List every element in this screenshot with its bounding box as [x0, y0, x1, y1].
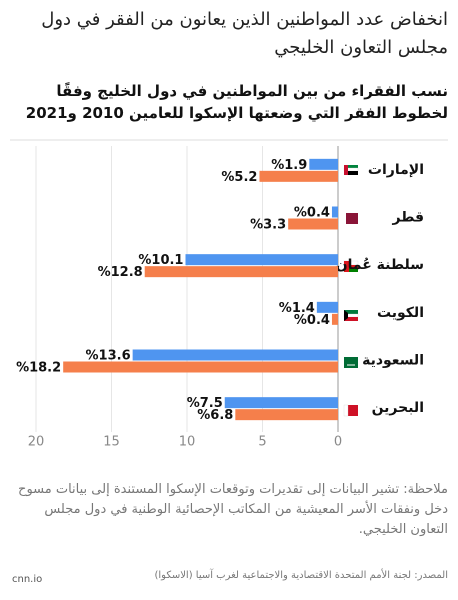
- bar: [63, 361, 339, 373]
- value-label: %10.1: [138, 253, 183, 268]
- bar: [224, 397, 338, 409]
- bar: [185, 254, 338, 266]
- bar: [132, 349, 338, 361]
- bar: [309, 158, 338, 170]
- flag-oman: [343, 260, 359, 272]
- value-label: %18.2: [16, 361, 61, 376]
- value-label: %13.6: [86, 349, 131, 364]
- category-label: السعودية: [362, 353, 424, 369]
- value-label: %6.8: [197, 408, 233, 423]
- bar: [144, 266, 338, 278]
- value-label: %5.2: [221, 170, 257, 185]
- x-tick-label: 15: [103, 435, 120, 450]
- flag-qatar: [346, 213, 358, 224]
- bar: [316, 301, 338, 313]
- category-label: الإمارات: [368, 162, 424, 178]
- value-label: %3.3: [250, 218, 286, 233]
- category-label: البحرين: [372, 400, 424, 416]
- flag-uae: [343, 165, 359, 175]
- bar: [288, 218, 338, 230]
- x-tick-label: 10: [179, 435, 196, 450]
- bar: [235, 409, 338, 421]
- flag-saudi: [344, 357, 358, 368]
- subtitle: نسب الفقراء من بين المواطنين في دول الخل…: [25, 82, 448, 122]
- value-label: %0.4: [294, 313, 330, 328]
- flag-bahrain: [343, 404, 358, 417]
- flag-kuwait: [343, 310, 359, 321]
- x-tick-label: 20: [28, 435, 45, 450]
- value-label: %12.8: [98, 265, 143, 280]
- bar: [259, 170, 338, 182]
- category-label: قطر: [391, 210, 424, 226]
- x-tick-label: 0: [334, 435, 342, 450]
- title: انخفاض عدد المواطنين الذين يعانون من الف…: [41, 9, 448, 58]
- bar: [331, 206, 338, 218]
- source: المصدر: لجنة الأمم المتحدة الاقتصادية وا…: [154, 570, 448, 581]
- category-label: سلطنة عُمان: [336, 257, 424, 273]
- value-label: %1.9: [271, 158, 307, 173]
- x-tick-label: 5: [258, 435, 266, 450]
- logo: cnn.io: [12, 574, 43, 585]
- value-label: %7.5: [187, 396, 223, 411]
- value-label: %0.4: [294, 206, 330, 221]
- flags: [343, 165, 359, 417]
- category-label: الكويت: [377, 305, 424, 321]
- value-label: %1.4: [279, 301, 315, 316]
- bar: [331, 313, 338, 325]
- note: ملاحظة: تشير البيانات إلى تقديرات وتوقعا…: [18, 482, 448, 537]
